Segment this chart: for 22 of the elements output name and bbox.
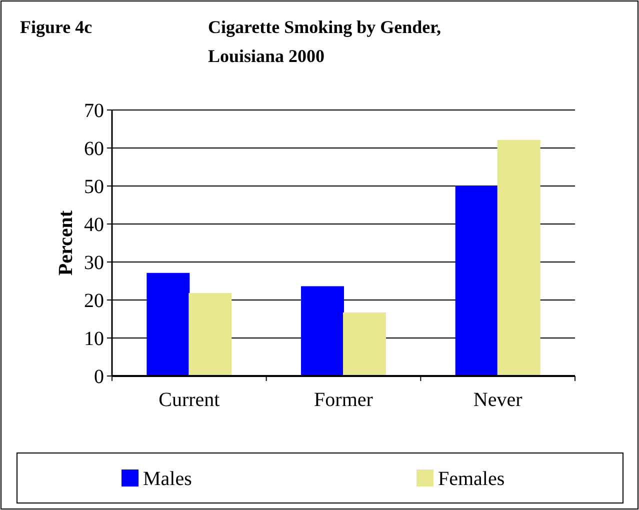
y-tick-label: 40: [84, 214, 104, 236]
y-tick-label: 50: [84, 176, 104, 198]
bar: [146, 272, 190, 376]
y-axis-title: Percent: [55, 210, 77, 276]
x-tick-label: Current: [158, 389, 220, 411]
y-tick-label: 0: [94, 366, 104, 388]
y-tick-label: 10: [84, 328, 104, 350]
x-tick-label: Never: [473, 389, 523, 411]
bar: [497, 140, 540, 376]
legend-label: Females: [438, 468, 505, 490]
x-tick-label: Former: [314, 389, 374, 411]
bar: [301, 286, 344, 376]
bar: [188, 293, 232, 376]
y-tick-label: 30: [84, 252, 104, 274]
legend-label: Males: [143, 468, 192, 490]
y-tick-label: 70: [84, 100, 104, 122]
y-tick-label: 60: [84, 138, 104, 160]
chart-title: Cigarette Smoking by Gender, Louisiana 2000: [208, 17, 442, 66]
bar: [455, 186, 498, 376]
caption: Figure 4c: [20, 17, 92, 37]
bar: [343, 312, 386, 376]
y-tick-label: 20: [84, 290, 104, 312]
